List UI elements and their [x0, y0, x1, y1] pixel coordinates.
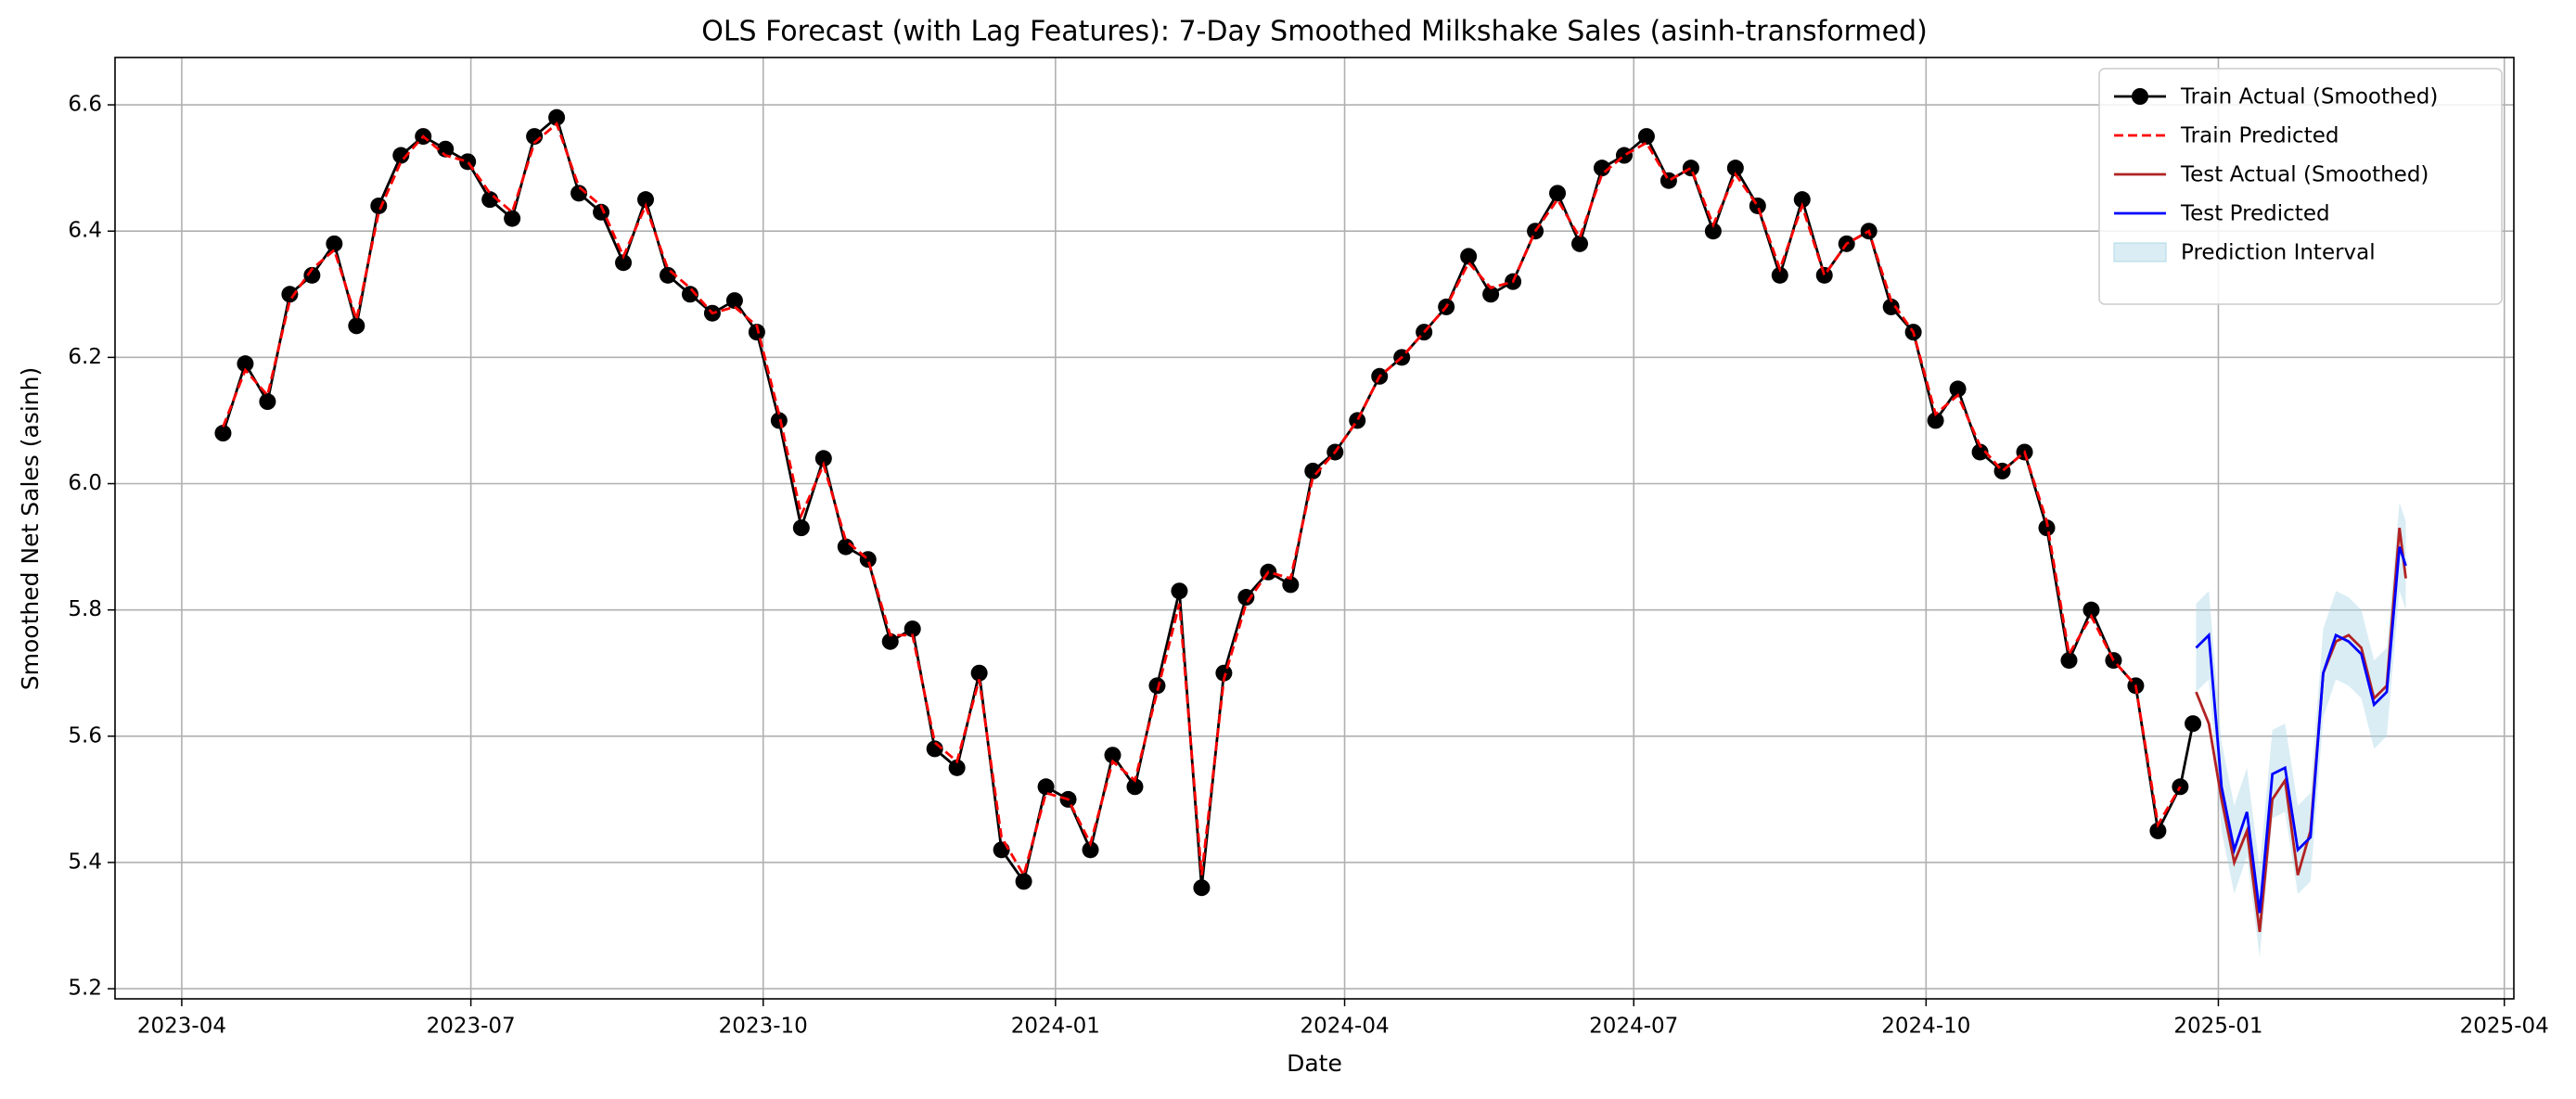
- series-marker: [792, 519, 810, 537]
- series-marker: [814, 450, 832, 467]
- legend-label: Test Actual (Smoothed): [2180, 163, 2429, 187]
- series-line: [222, 121, 2182, 879]
- legend-marker: [2132, 88, 2148, 105]
- series-marker: [1682, 160, 1699, 177]
- series-marker: [993, 841, 1010, 859]
- series-marker: [392, 147, 410, 164]
- series-marker: [459, 153, 477, 171]
- series-marker: [948, 759, 966, 776]
- x-tick-label: 2025-01: [2173, 1015, 2262, 1039]
- series-marker: [1660, 172, 1677, 189]
- series-marker: [348, 317, 365, 335]
- series-marker: [1749, 197, 1766, 214]
- series-marker: [1771, 266, 1788, 284]
- series-marker: [1193, 879, 1211, 897]
- series-marker: [1126, 778, 1144, 796]
- legend-label: Prediction Interval: [2181, 241, 2376, 265]
- series-marker: [326, 235, 343, 252]
- y-axis-label: Smoothed Net Sales (asinh): [17, 367, 44, 690]
- series-marker: [593, 203, 610, 221]
- series-marker: [1171, 582, 1188, 600]
- x-tick-label: 2024-10: [1881, 1015, 1970, 1039]
- series-marker: [1215, 664, 1233, 682]
- series-marker: [1726, 160, 1744, 177]
- series-marker: [1571, 235, 1589, 252]
- series-marker: [548, 109, 566, 126]
- series-marker: [681, 286, 698, 303]
- y-tick-label: 6.4: [68, 219, 102, 243]
- series-marker: [1549, 185, 1567, 202]
- series-marker: [1793, 191, 1811, 209]
- series-marker: [1282, 576, 1300, 594]
- series-marker: [1304, 462, 1322, 479]
- series-marker: [1971, 443, 1989, 461]
- y-tick-label: 6.2: [68, 345, 102, 369]
- series-marker: [1237, 589, 1255, 607]
- series-line: [2195, 527, 2407, 933]
- series-marker: [725, 292, 743, 310]
- series-marker: [1148, 677, 1166, 695]
- series-layer: [214, 109, 2407, 958]
- series-marker: [615, 254, 633, 272]
- y-tick-label: 5.4: [68, 850, 102, 874]
- series-marker: [259, 393, 276, 411]
- series-marker: [1815, 266, 1833, 284]
- legend-box: [2098, 68, 2503, 305]
- chart-title: OLS Forecast (with Lag Features): 7-Day …: [701, 16, 1928, 48]
- series-marker: [1082, 841, 1099, 859]
- series-marker: [1482, 286, 1500, 303]
- series-line: [2195, 546, 2407, 914]
- series-marker: [2083, 601, 2100, 619]
- x-tick-label: 2023-04: [137, 1015, 226, 1039]
- legend-label: Train Predicted: [2180, 124, 2339, 148]
- series-marker: [370, 197, 388, 214]
- series-marker: [1104, 747, 1121, 764]
- x-tick-label: 2024-04: [1300, 1015, 1389, 1039]
- series-marker: [904, 620, 921, 638]
- x-tick-label: 2025-04: [2460, 1015, 2549, 1039]
- x-tick-label: 2023-10: [719, 1015, 808, 1039]
- series-marker: [1949, 380, 1967, 398]
- legend-label: Train Actual (Smoothed): [2180, 85, 2438, 109]
- y-tick-label: 5.8: [68, 597, 102, 621]
- series-marker: [237, 355, 254, 373]
- y-tick-label: 5.2: [68, 977, 102, 1001]
- series-marker: [2149, 822, 2167, 839]
- plot-area: [214, 109, 2407, 958]
- x-tick-label: 2024-07: [1589, 1015, 1678, 1039]
- series-marker: [1015, 873, 1032, 890]
- series-marker: [1037, 778, 1055, 796]
- series-marker: [770, 412, 788, 429]
- series-marker: [881, 633, 899, 650]
- series-marker: [303, 266, 321, 284]
- series-marker: [970, 664, 988, 682]
- series-marker: [2185, 715, 2202, 733]
- x-tick-label: 2024-01: [1011, 1015, 1100, 1039]
- series-marker: [1704, 223, 1722, 240]
- series-marker: [1349, 412, 1366, 429]
- y-tick-label: 6.6: [68, 93, 102, 117]
- series-marker: [2038, 519, 2056, 537]
- series-marker: [281, 286, 299, 303]
- axes-frame: [114, 57, 2515, 1000]
- x-tick-label: 2023-07: [427, 1015, 516, 1039]
- legend-label: Test Predicted: [2180, 202, 2330, 226]
- series-marker: [1927, 412, 1944, 429]
- series-marker: [1882, 298, 1900, 315]
- series-marker: [2060, 652, 2078, 670]
- series-marker: [1637, 128, 1655, 146]
- series-marker: [1460, 248, 1478, 265]
- series-marker: [637, 191, 655, 209]
- legend-swatch: [2113, 242, 2167, 262]
- series-marker: [437, 140, 455, 158]
- y-tick-label: 6.0: [68, 471, 102, 495]
- x-axis-label: Date: [1287, 1050, 1342, 1077]
- series-marker: [504, 210, 521, 227]
- y-tick-label: 5.6: [68, 723, 102, 748]
- series-marker: [214, 425, 232, 442]
- series-marker: [748, 324, 765, 341]
